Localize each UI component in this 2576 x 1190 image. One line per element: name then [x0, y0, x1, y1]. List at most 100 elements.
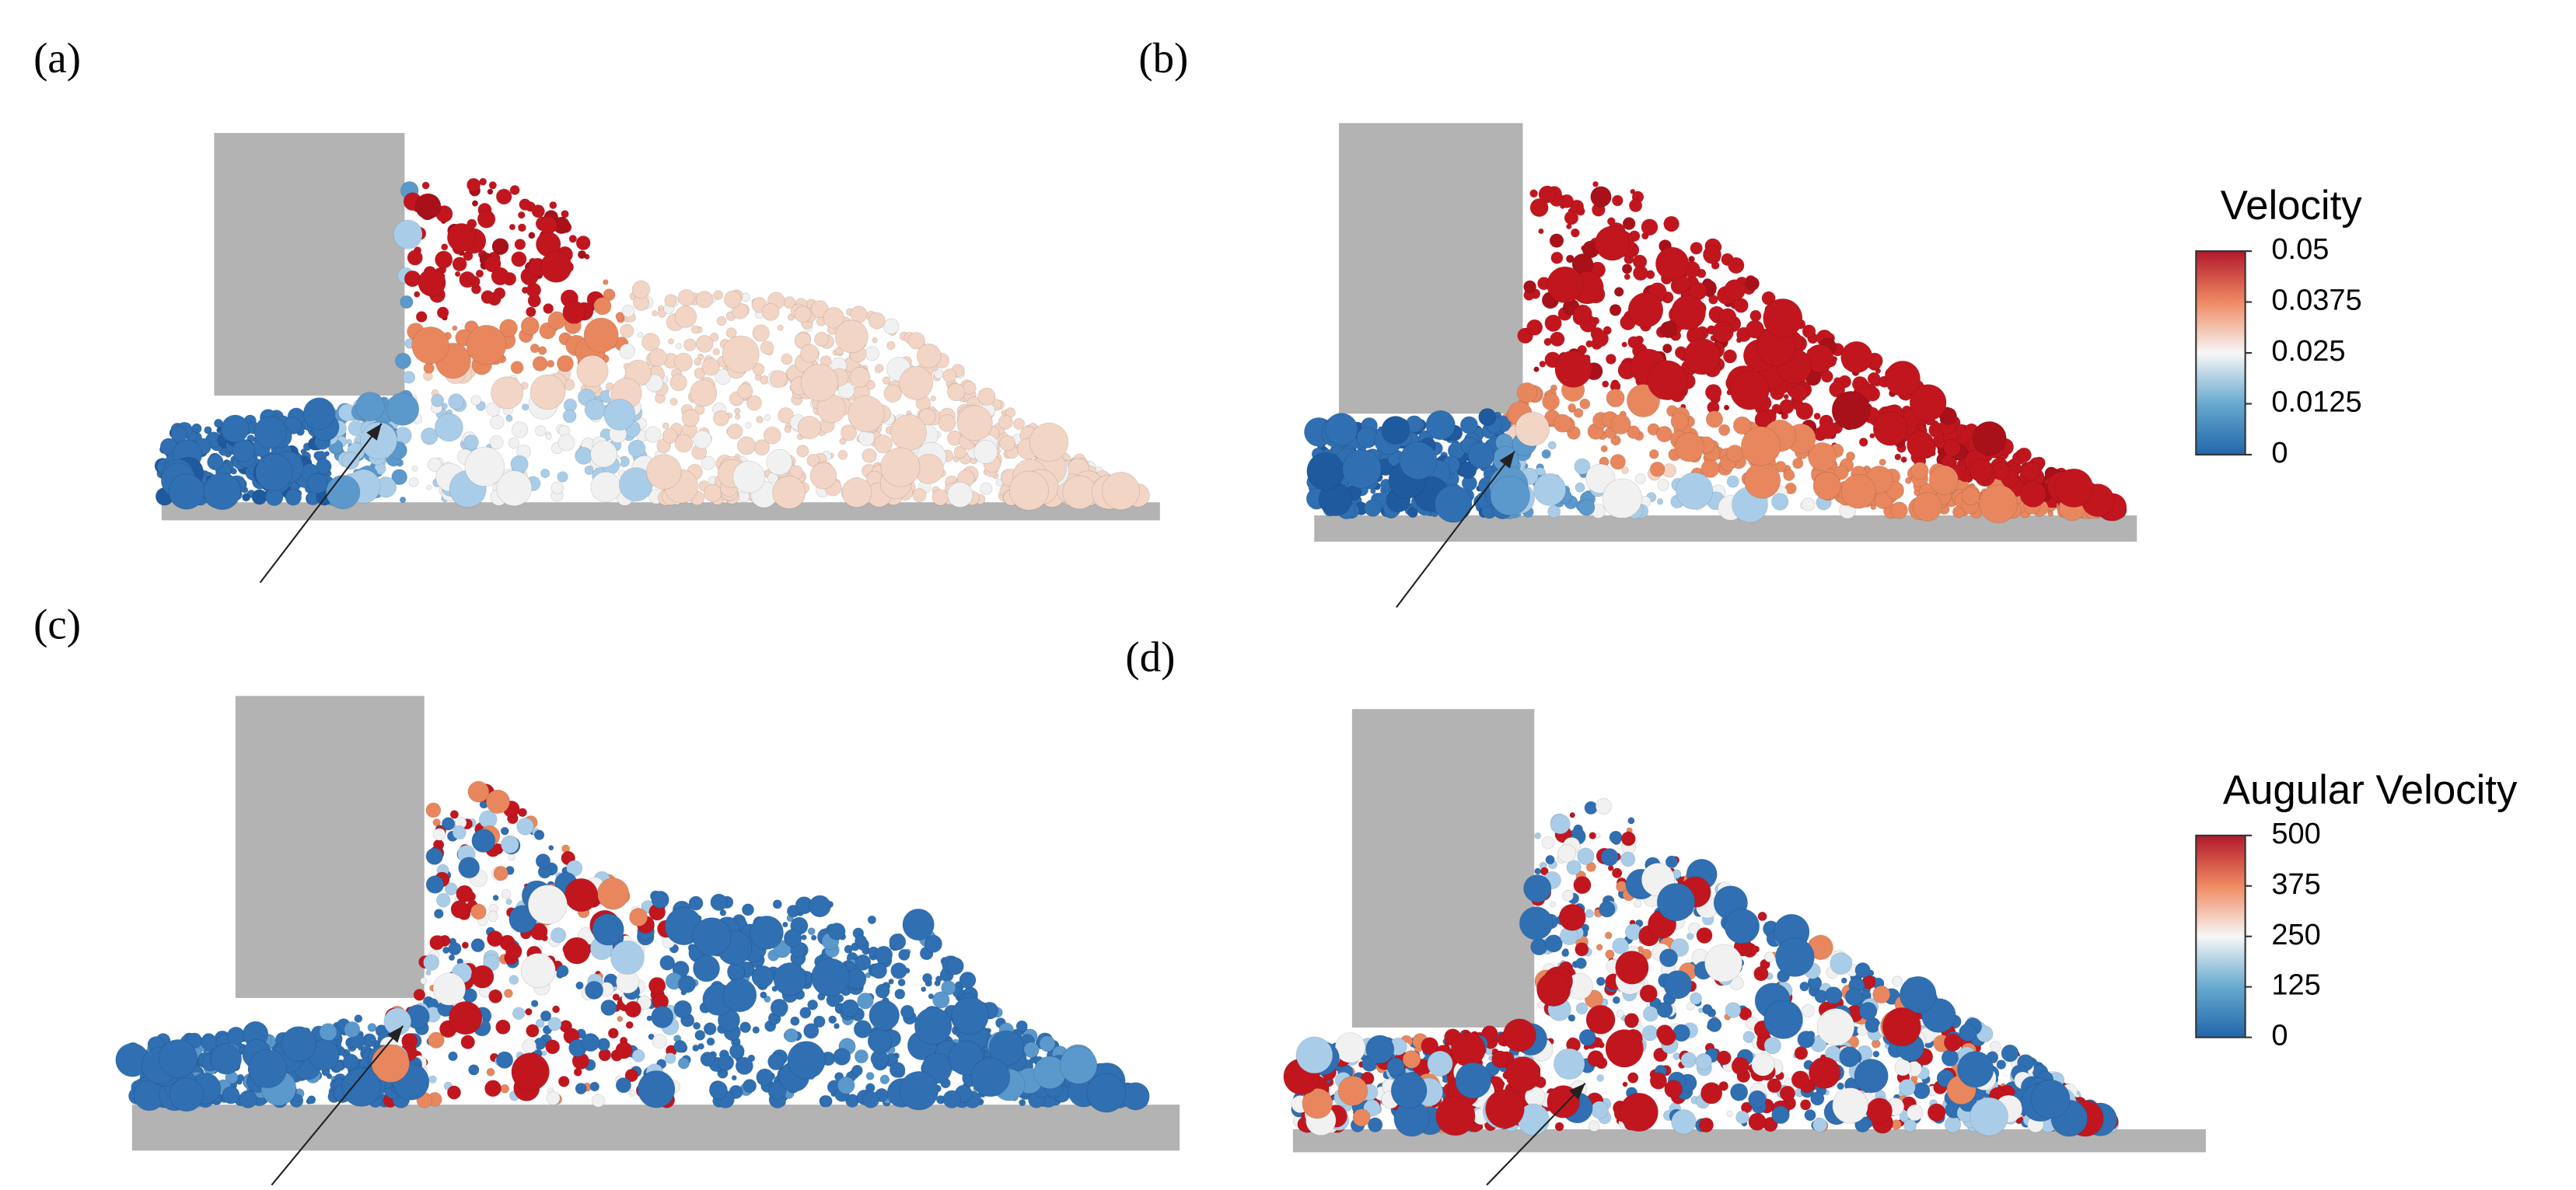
particle	[394, 352, 412, 369]
particle	[752, 362, 765, 375]
particle	[2016, 447, 2032, 463]
particle	[461, 941, 469, 949]
particle	[1585, 909, 1594, 919]
particle	[1708, 295, 1718, 305]
particle	[615, 1077, 632, 1094]
wall-block	[1351, 709, 1535, 1028]
particle	[1872, 410, 1908, 446]
particle	[486, 930, 504, 947]
particle	[756, 415, 764, 424]
particle	[708, 1080, 728, 1100]
particle	[1900, 456, 1907, 463]
particle	[306, 473, 328, 494]
particle	[1459, 416, 1479, 434]
particle	[527, 885, 568, 925]
particle	[998, 414, 1013, 430]
particle	[970, 1057, 1011, 1098]
particle	[875, 983, 890, 999]
particle	[520, 316, 540, 336]
particle	[512, 421, 529, 438]
particle	[651, 1005, 674, 1028]
particle	[1515, 411, 1550, 447]
particle	[549, 201, 557, 210]
particle	[629, 907, 648, 927]
particle	[522, 1038, 537, 1054]
particle	[742, 1079, 757, 1094]
particle	[624, 1000, 641, 1018]
particle	[459, 270, 476, 288]
particle	[1840, 473, 1876, 509]
particle	[596, 878, 630, 910]
particle	[722, 335, 760, 373]
particle	[1562, 889, 1574, 902]
particle	[766, 448, 793, 476]
particle	[1541, 448, 1551, 459]
particle	[521, 403, 530, 411]
particle	[519, 198, 531, 211]
particle	[1763, 951, 1775, 963]
particle	[547, 1017, 562, 1031]
particle	[1549, 233, 1564, 248]
particle	[677, 289, 695, 307]
particle	[475, 269, 484, 278]
particle	[433, 909, 444, 919]
particle	[1605, 949, 1615, 959]
particle	[460, 1035, 475, 1050]
particle	[1478, 407, 1497, 427]
particle	[674, 305, 697, 328]
particle	[1324, 413, 1358, 446]
particle	[524, 1007, 533, 1016]
particle	[603, 279, 609, 285]
particle	[664, 1052, 676, 1064]
particle	[1575, 482, 1585, 493]
particle	[1529, 198, 1549, 218]
particle	[610, 940, 645, 975]
particle	[1627, 817, 1635, 825]
particle	[495, 1019, 511, 1035]
particle	[449, 810, 460, 819]
particle	[648, 348, 667, 367]
particle	[576, 354, 609, 388]
particle	[487, 188, 494, 195]
particle	[577, 250, 587, 260]
particle	[1579, 398, 1591, 410]
particle	[1723, 404, 1730, 411]
particle	[1596, 976, 1606, 986]
particle	[423, 954, 440, 971]
particle	[1550, 331, 1565, 347]
particle	[326, 474, 361, 510]
particle	[799, 1007, 812, 1019]
particle	[897, 979, 906, 987]
particle	[530, 1000, 539, 1007]
particle	[879, 1074, 890, 1085]
particle	[693, 430, 712, 449]
particle	[1539, 360, 1547, 368]
particle	[488, 181, 498, 190]
particle	[784, 425, 792, 434]
particle	[772, 475, 806, 510]
simulation-panel	[1303, 123, 2137, 608]
particle	[557, 434, 575, 452]
particle	[505, 898, 512, 906]
particle	[737, 383, 753, 400]
particle	[1547, 441, 1557, 450]
particle	[1735, 1110, 1749, 1125]
particle	[407, 250, 423, 266]
particle	[1894, 453, 1902, 461]
simulation-panel	[115, 696, 1180, 1186]
particle	[1606, 389, 1625, 408]
particle	[726, 962, 746, 981]
particle	[631, 280, 651, 299]
particle	[428, 1075, 437, 1084]
particle	[874, 945, 893, 965]
particle	[423, 362, 435, 374]
particle	[801, 934, 807, 940]
particle	[285, 489, 302, 506]
particle	[1059, 1046, 1098, 1084]
particle	[1609, 304, 1622, 316]
particle	[1573, 407, 1584, 418]
particle	[803, 1023, 820, 1039]
particle	[695, 335, 714, 353]
particle	[441, 817, 456, 831]
